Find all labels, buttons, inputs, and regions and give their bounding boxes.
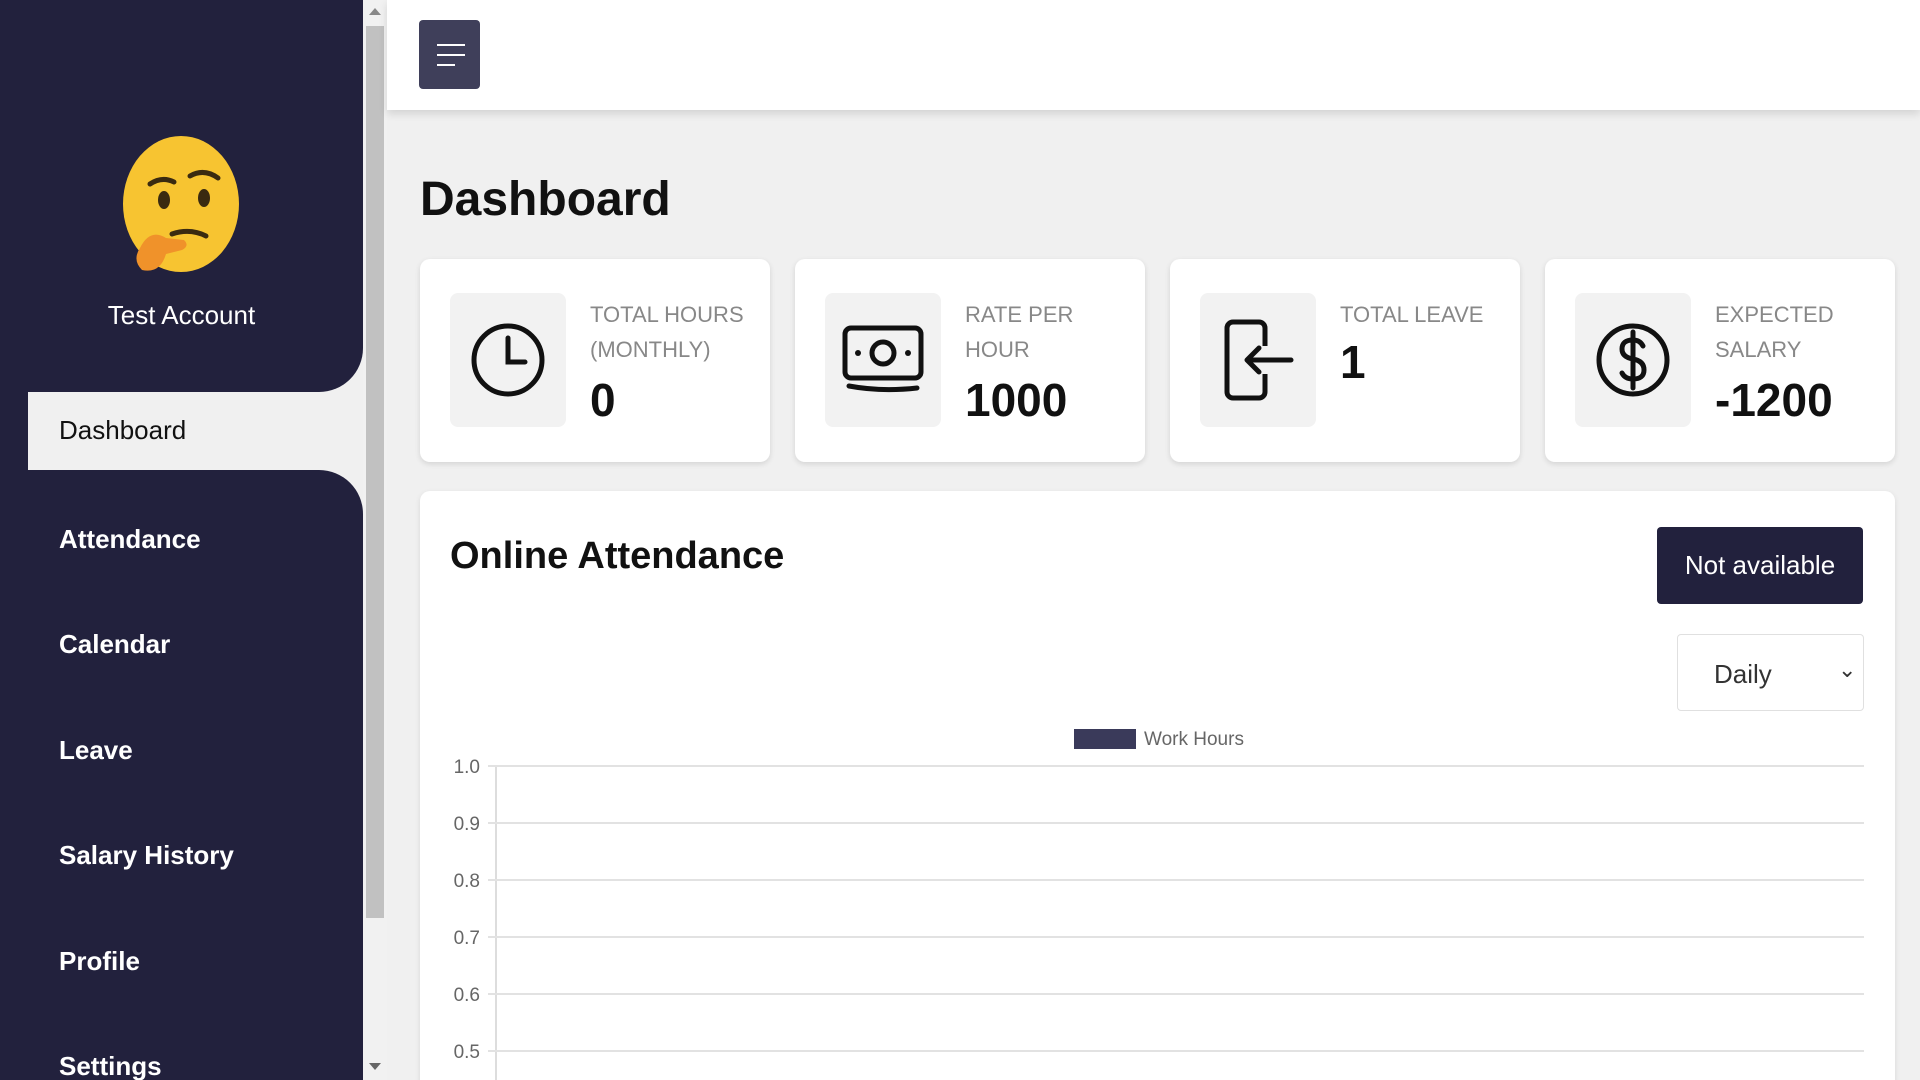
stat-card-rate-per-hour: Rate per hour 1000 — [795, 259, 1145, 462]
card-label: Rate per hour — [965, 302, 1074, 362]
period-select-value: Daily — [1714, 659, 1772, 689]
exit-icon — [1200, 293, 1316, 427]
card-label: Total Hours (Monthly) — [590, 302, 744, 362]
sidebar-item-label: Dashboard — [59, 415, 187, 445]
scroll-up-arrow-icon[interactable] — [369, 8, 381, 15]
card-label: Total Leave — [1340, 302, 1484, 327]
page-title: Dashboard — [420, 173, 671, 226]
y-tick-label: 0.9 — [454, 814, 480, 835]
work-hours-chart: Work Hours 1.0 0.9 0.8 0.7 0.6 0.5 — [454, 729, 1864, 1080]
topbar — [387, 0, 1920, 110]
sidebar-item-calendar[interactable]: Calendar — [59, 629, 171, 659]
y-tick-label: 0.6 — [454, 985, 480, 1006]
clock-icon — [450, 293, 566, 427]
card-label: Expected Salary — [1715, 302, 1834, 362]
sidebar-item-profile[interactable]: Profile — [59, 946, 140, 976]
y-tick-label: 0.5 — [454, 1042, 480, 1063]
card-value: 0 — [590, 374, 616, 426]
scroll-down-arrow-icon[interactable] — [369, 1063, 381, 1070]
dollar-icon — [1575, 293, 1691, 427]
period-select[interactable]: Daily ⌄ — [1677, 634, 1864, 711]
legend-swatch — [1074, 729, 1136, 749]
stat-card-total-hours: Total Hours (Monthly) 0 — [420, 259, 770, 462]
sidebar-item-attendance[interactable]: Attendance — [59, 524, 201, 554]
card-value: -1200 — [1715, 374, 1833, 426]
sidebar-nav-bg — [0, 470, 363, 1080]
sidebar-item-salary-history[interactable]: Salary History — [59, 840, 234, 870]
attendance-status-button[interactable]: Not available — [1657, 527, 1863, 604]
sidebar: Test Account Dashboard Attendance Calend… — [0, 0, 363, 1080]
stat-card-expected-salary: Expected Salary -1200 — [1545, 259, 1895, 462]
y-tick-label: 0.8 — [454, 871, 480, 892]
chevron-down-icon: ⌄ — [1838, 657, 1857, 682]
money-icon — [825, 293, 941, 427]
sidebar-item-settings[interactable]: Settings — [59, 1051, 162, 1080]
y-tick-label: 1.0 — [454, 757, 480, 778]
legend-label: Work Hours — [1144, 729, 1244, 750]
online-attendance-panel: Online Attendance Not available Daily ⌄ — [420, 491, 1895, 1080]
y-tick-label: 0.7 — [454, 928, 480, 949]
card-value: 1 — [1340, 336, 1366, 388]
hamburger-icon — [437, 44, 465, 46]
menu-toggle-button[interactable] — [419, 20, 480, 89]
stat-card-total-leave: Total Leave 1 — [1170, 259, 1520, 462]
scroll-thumb[interactable] — [366, 26, 384, 918]
hamburger-icon-line — [437, 64, 455, 66]
panel-title: Online Attendance — [450, 535, 785, 577]
sidebar-scrollbar[interactable] — [363, 0, 387, 1080]
sidebar-item-leave[interactable]: Leave — [59, 735, 133, 765]
hamburger-icon-line — [437, 54, 465, 56]
user-name: Test Account — [107, 300, 256, 330]
card-value: 1000 — [965, 374, 1068, 426]
sidebar-item-dashboard[interactable]: Dashboard — [28, 392, 363, 470]
avatar-thinking-emoji — [123, 136, 239, 272]
sidebar-edge — [0, 380, 28, 480]
